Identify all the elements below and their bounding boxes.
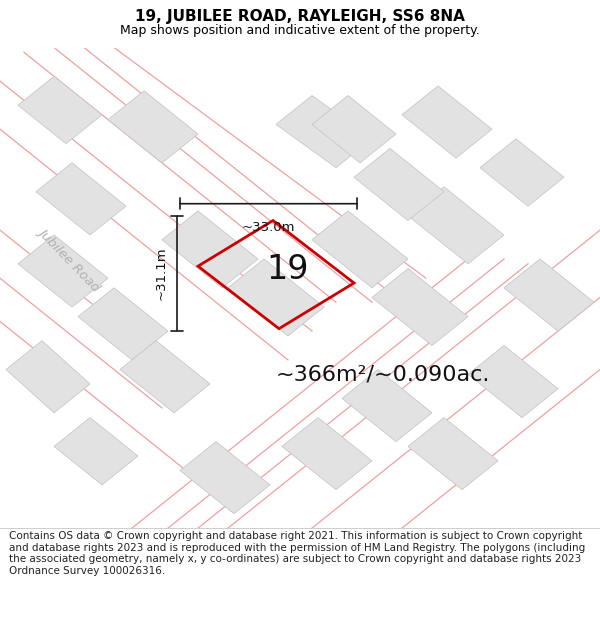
Polygon shape	[282, 418, 372, 489]
Text: ~33.0m: ~33.0m	[242, 221, 295, 234]
Polygon shape	[372, 269, 468, 346]
Polygon shape	[354, 148, 444, 221]
Polygon shape	[78, 288, 168, 360]
Polygon shape	[312, 211, 408, 288]
Text: Map shows position and indicative extent of the property.: Map shows position and indicative extent…	[120, 24, 480, 37]
Text: 19: 19	[267, 253, 309, 286]
Polygon shape	[342, 369, 432, 442]
Text: 19, JUBILEE ROAD, RAYLEIGH, SS6 8NA: 19, JUBILEE ROAD, RAYLEIGH, SS6 8NA	[135, 9, 465, 24]
Polygon shape	[54, 418, 138, 485]
Polygon shape	[408, 187, 504, 264]
Text: Contains OS data © Crown copyright and database right 2021. This information is : Contains OS data © Crown copyright and d…	[9, 531, 585, 576]
Polygon shape	[108, 91, 198, 163]
Polygon shape	[312, 96, 396, 163]
Polygon shape	[504, 259, 594, 331]
Polygon shape	[276, 96, 372, 168]
Text: Jubilee Road: Jubilee Road	[36, 225, 102, 293]
Polygon shape	[408, 418, 498, 489]
Polygon shape	[162, 211, 258, 288]
Polygon shape	[180, 442, 270, 514]
Text: ~366m²/~0.090ac.: ~366m²/~0.090ac.	[276, 364, 490, 384]
Polygon shape	[18, 76, 102, 144]
Polygon shape	[36, 163, 126, 235]
Polygon shape	[480, 139, 564, 206]
Polygon shape	[18, 235, 108, 307]
Text: ~31.1m: ~31.1m	[155, 247, 168, 300]
Polygon shape	[468, 346, 558, 418]
Polygon shape	[228, 259, 324, 336]
Polygon shape	[120, 341, 210, 412]
Polygon shape	[402, 86, 492, 158]
Polygon shape	[6, 341, 90, 412]
